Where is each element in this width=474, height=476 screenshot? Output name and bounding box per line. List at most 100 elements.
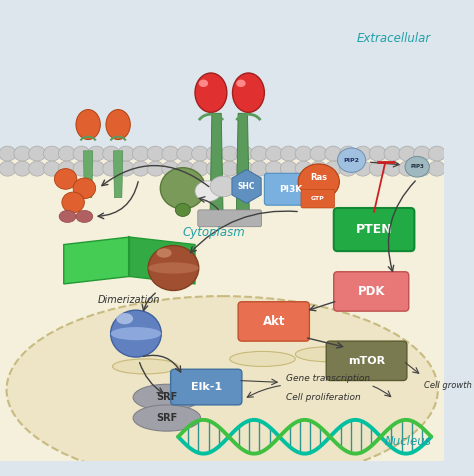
FancyBboxPatch shape — [238, 302, 310, 341]
Ellipse shape — [221, 161, 238, 176]
Ellipse shape — [112, 359, 178, 374]
Ellipse shape — [233, 73, 264, 112]
Ellipse shape — [7, 296, 438, 476]
Ellipse shape — [230, 351, 295, 367]
Ellipse shape — [236, 79, 246, 87]
Ellipse shape — [369, 161, 386, 176]
Polygon shape — [113, 151, 123, 198]
Ellipse shape — [162, 146, 179, 161]
Ellipse shape — [251, 161, 268, 176]
Ellipse shape — [88, 161, 105, 176]
Ellipse shape — [295, 161, 312, 176]
Ellipse shape — [281, 146, 297, 161]
Ellipse shape — [160, 168, 205, 209]
Ellipse shape — [110, 327, 161, 340]
Ellipse shape — [355, 146, 371, 161]
Ellipse shape — [28, 146, 46, 161]
Text: Cell proliferation: Cell proliferation — [286, 393, 361, 402]
Text: PIP2: PIP2 — [344, 158, 360, 163]
Ellipse shape — [206, 146, 223, 161]
Polygon shape — [210, 113, 223, 217]
Text: SRF: SRF — [156, 413, 177, 423]
Text: Gene transcription: Gene transcription — [286, 374, 370, 383]
Ellipse shape — [73, 146, 90, 161]
Text: Extracellular: Extracellular — [357, 32, 431, 45]
Ellipse shape — [118, 161, 135, 176]
Ellipse shape — [339, 161, 356, 176]
Ellipse shape — [132, 146, 149, 161]
Ellipse shape — [191, 146, 209, 161]
Ellipse shape — [236, 161, 253, 176]
Ellipse shape — [118, 146, 135, 161]
Text: SHC: SHC — [238, 182, 255, 191]
Text: SRF: SRF — [156, 392, 177, 402]
Text: Cytoplasm: Cytoplasm — [182, 226, 245, 239]
Ellipse shape — [310, 161, 327, 176]
Text: PIP3: PIP3 — [410, 164, 424, 169]
Ellipse shape — [62, 192, 84, 213]
Ellipse shape — [103, 161, 119, 176]
Ellipse shape — [175, 203, 191, 217]
Polygon shape — [232, 169, 261, 203]
Ellipse shape — [116, 313, 133, 324]
Ellipse shape — [44, 161, 60, 176]
Ellipse shape — [399, 146, 416, 161]
Ellipse shape — [339, 146, 356, 161]
Text: Elk-1: Elk-1 — [191, 382, 222, 392]
Ellipse shape — [59, 210, 76, 223]
Ellipse shape — [76, 109, 100, 139]
Ellipse shape — [73, 178, 96, 198]
Ellipse shape — [221, 146, 238, 161]
Ellipse shape — [58, 146, 75, 161]
Ellipse shape — [14, 161, 31, 176]
Ellipse shape — [399, 161, 416, 176]
Text: PI3K: PI3K — [279, 185, 302, 194]
Text: GTP: GTP — [311, 196, 325, 201]
Polygon shape — [129, 237, 195, 284]
Ellipse shape — [384, 146, 401, 161]
Ellipse shape — [384, 161, 401, 176]
Ellipse shape — [147, 146, 164, 161]
Ellipse shape — [355, 161, 371, 176]
Ellipse shape — [414, 161, 430, 176]
Ellipse shape — [177, 161, 193, 176]
Ellipse shape — [73, 161, 90, 176]
Ellipse shape — [428, 161, 445, 176]
Ellipse shape — [28, 161, 46, 176]
FancyBboxPatch shape — [301, 189, 335, 208]
Ellipse shape — [191, 161, 209, 176]
Ellipse shape — [414, 146, 430, 161]
FancyBboxPatch shape — [198, 210, 262, 227]
Ellipse shape — [148, 246, 199, 290]
Ellipse shape — [337, 148, 365, 172]
Ellipse shape — [133, 384, 201, 410]
Ellipse shape — [0, 161, 16, 176]
FancyBboxPatch shape — [334, 272, 409, 311]
Ellipse shape — [295, 347, 361, 362]
Ellipse shape — [310, 146, 327, 161]
Ellipse shape — [177, 146, 193, 161]
Text: Ras: Ras — [310, 173, 327, 182]
Ellipse shape — [206, 161, 223, 176]
Ellipse shape — [147, 161, 164, 176]
Text: PDK: PDK — [357, 285, 385, 298]
Ellipse shape — [58, 161, 75, 176]
Bar — [0, 160, 445, 461]
Ellipse shape — [133, 405, 201, 431]
Ellipse shape — [281, 161, 297, 176]
Text: Nucleus: Nucleus — [384, 435, 431, 448]
Text: PTEN: PTEN — [356, 223, 392, 236]
Ellipse shape — [405, 157, 429, 177]
Ellipse shape — [156, 248, 172, 258]
Ellipse shape — [210, 176, 236, 197]
Ellipse shape — [162, 161, 179, 176]
Ellipse shape — [199, 79, 208, 87]
Text: Akt: Akt — [263, 315, 285, 328]
Ellipse shape — [295, 146, 312, 161]
Ellipse shape — [148, 262, 199, 274]
Ellipse shape — [88, 146, 105, 161]
Polygon shape — [64, 237, 129, 284]
Polygon shape — [83, 151, 93, 198]
Ellipse shape — [369, 146, 386, 161]
Ellipse shape — [195, 181, 221, 201]
